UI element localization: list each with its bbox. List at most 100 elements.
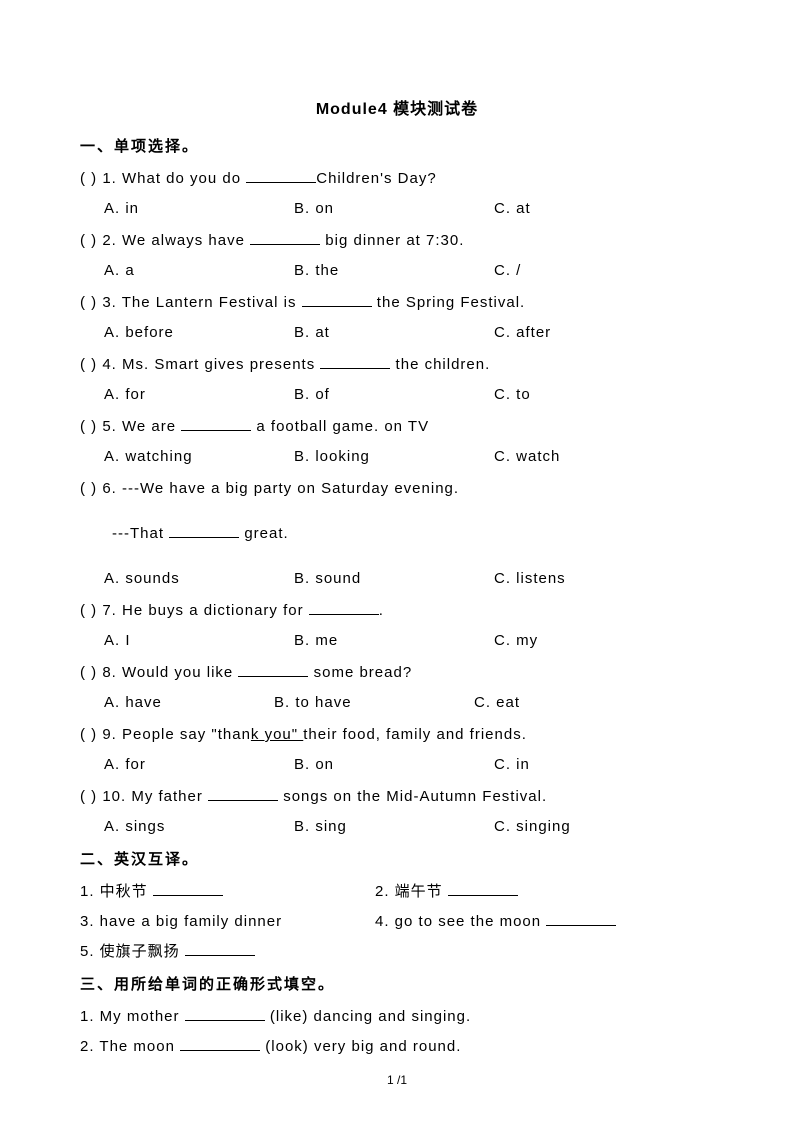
q7-options: A. I B. me C. my	[80, 626, 714, 656]
fill-2-pre: 2. The moon	[80, 1038, 180, 1055]
q10-stem: ( ) 10. My father songs on the Mid-Autum…	[80, 782, 714, 812]
q1-post: Children's Day?	[316, 170, 436, 187]
q3-options: A. before B. at C. after	[80, 318, 714, 348]
q4-opt-c[interactable]: C. to	[494, 380, 531, 410]
q1-opt-c[interactable]: C. at	[494, 194, 531, 224]
q3-stem: ( ) 3. The Lantern Festival is the Sprin…	[80, 288, 714, 318]
q1-blank[interactable]	[246, 167, 316, 183]
q7-post: .	[379, 602, 384, 619]
q5-opt-c[interactable]: C. watch	[494, 442, 560, 472]
page-title: Module4 模块测试卷	[80, 95, 714, 119]
q5-post: a football game. on TV	[251, 418, 429, 435]
q3-blank[interactable]	[302, 291, 372, 307]
q9-stem: ( ) 9. People say "thank you" their food…	[80, 720, 714, 750]
q8-opt-c[interactable]: C. eat	[474, 688, 520, 718]
q4-pre: ( ) 4. Ms. Smart gives presents	[80, 356, 320, 373]
q1-options: A. in B. on C. at	[80, 194, 714, 224]
fill-2-post: (look) very big and round.	[260, 1038, 461, 1055]
q5-stem: ( ) 5. We are a football game. on TV	[80, 412, 714, 442]
trans-row-1: 1. 中秋节 2. 端午节	[80, 877, 714, 907]
trans-row-2: 3. have a big family dinner 4. go to see…	[80, 907, 714, 937]
q2-blank[interactable]	[250, 229, 320, 245]
q6-line1: ( ) 6. ---We have a big party on Saturda…	[80, 474, 714, 504]
q3-pre: ( ) 3. The Lantern Festival is	[80, 294, 302, 311]
q6-line2: ---That great.	[80, 519, 714, 549]
q9-post: their food, family and friends.	[303, 726, 527, 743]
q4-options: A. for B. of C. to	[80, 380, 714, 410]
trans-row-3: 5. 使旗子飘扬	[80, 937, 714, 967]
q4-post: the children.	[390, 356, 490, 373]
trans-2: 2. 端午节	[375, 883, 448, 900]
q8-post: some bread?	[308, 664, 412, 681]
q6-opt-a[interactable]: A. sounds	[104, 564, 294, 594]
q5-blank[interactable]	[181, 415, 251, 431]
q2-stem: ( ) 2. We always have big dinner at 7:30…	[80, 226, 714, 256]
q4-opt-a[interactable]: A. for	[104, 380, 294, 410]
q5-options: A. watching B. looking C. watch	[80, 442, 714, 472]
q9-opt-c[interactable]: C. in	[494, 750, 530, 780]
q3-opt-a[interactable]: A. before	[104, 318, 294, 348]
q7-opt-c[interactable]: C. my	[494, 626, 538, 656]
q5-opt-b[interactable]: B. looking	[294, 442, 494, 472]
section-3-header: 三、用所给单词的正确形式填空。	[80, 973, 714, 994]
section-1-header: 一、单项选择。	[80, 135, 714, 156]
q3-opt-c[interactable]: C. after	[494, 318, 551, 348]
trans-1-blank[interactable]	[153, 880, 223, 896]
q2-options: A. a B. the C. /	[80, 256, 714, 286]
q9-opt-a[interactable]: A. for	[104, 750, 294, 780]
q7-pre: ( ) 7. He buys a dictionary for	[80, 602, 309, 619]
q1-opt-b[interactable]: B. on	[294, 194, 494, 224]
q4-opt-b[interactable]: B. of	[294, 380, 494, 410]
q8-pre: ( ) 8. Would you like	[80, 664, 238, 681]
q6-line2-pre: ---That	[112, 525, 169, 542]
q6-blank[interactable]	[169, 522, 239, 538]
q1-stem: ( ) 1. What do you do Children's Day?	[80, 164, 714, 194]
q9-options: A. for B. on C. in	[80, 750, 714, 780]
fill-1-blank[interactable]	[185, 1005, 265, 1021]
q9-opt-b[interactable]: B. on	[294, 750, 494, 780]
q6-opt-c[interactable]: C. listens	[494, 564, 566, 594]
q10-blank[interactable]	[208, 785, 278, 801]
q7-opt-a[interactable]: A. I	[104, 626, 294, 656]
q3-opt-b[interactable]: B. at	[294, 318, 494, 348]
trans-5-blank[interactable]	[185, 940, 255, 956]
q6-opt-b[interactable]: B. sound	[294, 564, 494, 594]
q10-opt-a[interactable]: A. sings	[104, 812, 294, 842]
q5-opt-a[interactable]: A. watching	[104, 442, 294, 472]
q9-pre: ( ) 9. People say "than	[80, 726, 251, 743]
trans-3: 3. have a big family dinner	[80, 907, 375, 937]
q7-blank[interactable]	[309, 599, 379, 615]
q8-blank[interactable]	[238, 661, 308, 677]
q1-opt-a[interactable]: A. in	[104, 194, 294, 224]
q7-opt-b[interactable]: B. me	[294, 626, 494, 656]
q2-opt-b[interactable]: B. the	[294, 256, 494, 286]
q8-opt-b[interactable]: B. to have	[274, 688, 474, 718]
q8-opt-a[interactable]: A. have	[104, 688, 274, 718]
q2-opt-c[interactable]: C. /	[494, 256, 521, 286]
q8-options: A. have B. to have C. eat	[80, 688, 714, 718]
trans-2-blank[interactable]	[448, 880, 518, 896]
q2-pre: ( ) 2. We always have	[80, 232, 250, 249]
q2-opt-a[interactable]: A. a	[104, 256, 294, 286]
page: Module4 模块测试卷 一、单项选择。 ( ) 1. What do you…	[0, 0, 794, 1123]
q6-line2-post: great.	[239, 525, 289, 542]
q10-post: songs on the Mid-Autumn Festival.	[278, 788, 547, 805]
page-footer: 1 /1	[0, 1073, 794, 1087]
q10-opt-c[interactable]: C. singing	[494, 812, 571, 842]
q4-stem: ( ) 4. Ms. Smart gives presents the chil…	[80, 350, 714, 380]
trans-4-pre: 4. go to see the moon	[375, 913, 546, 930]
trans-4-blank[interactable]	[546, 910, 616, 926]
q4-blank[interactable]	[320, 353, 390, 369]
fill-2-blank[interactable]	[180, 1035, 260, 1051]
fill-1: 1. My mother (like) dancing and singing.	[80, 1002, 714, 1032]
q10-pre: ( ) 10. My father	[80, 788, 208, 805]
q2-post: big dinner at 7:30.	[320, 232, 464, 249]
q5-pre: ( ) 5. We are	[80, 418, 181, 435]
q3-post: the Spring Festival.	[372, 294, 526, 311]
q9-mid-underline: k you"	[251, 726, 303, 743]
q10-opt-b[interactable]: B. sing	[294, 812, 494, 842]
fill-2: 2. The moon (look) very big and round.	[80, 1032, 714, 1062]
q6-options: A. sounds B. sound C. listens	[80, 564, 714, 594]
q1-pre: ( ) 1. What do you do	[80, 170, 246, 187]
fill-1-pre: 1. My mother	[80, 1008, 185, 1025]
